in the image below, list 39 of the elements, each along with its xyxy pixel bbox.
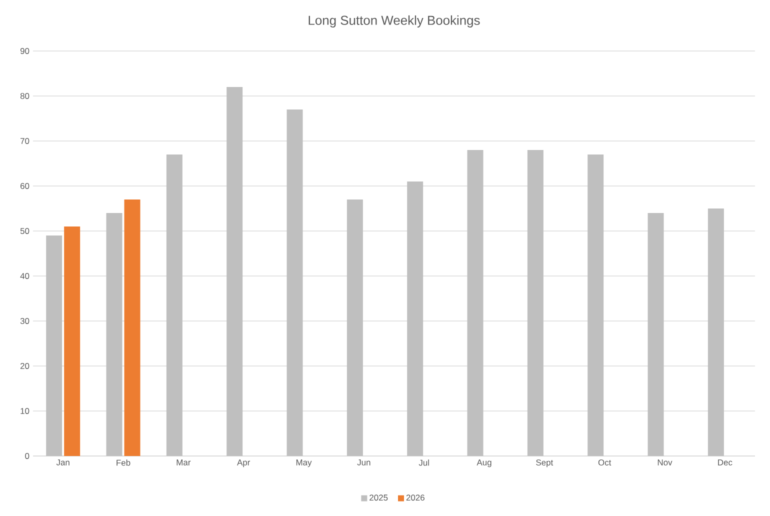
bar	[124, 199, 140, 456]
y-tick-label: 20	[20, 362, 30, 369]
bar	[467, 150, 484, 456]
y-tick-label: 0	[25, 452, 30, 459]
bar	[346, 199, 363, 456]
y-tick-label: 30	[20, 318, 30, 324]
x-tick-label: Sept	[536, 460, 554, 468]
y-tick-label: 90	[20, 48, 30, 54]
x-tick-label: Jan	[56, 460, 70, 466]
x-tick-label: Oct	[598, 460, 612, 466]
y-tick-label: 80	[20, 93, 30, 99]
x-tick-label: Dec	[718, 460, 732, 466]
x-tick-label: Apr	[237, 460, 250, 468]
y-tick-label: 70	[20, 138, 30, 144]
bar	[286, 109, 303, 456]
bar	[106, 212, 122, 456]
x-tick-label: Jun	[357, 460, 370, 466]
y-tick-label: 10	[20, 408, 30, 414]
legend-label: 2025	[370, 494, 388, 501]
y-tick-label: 50	[20, 228, 30, 234]
x-tick-label: Nov	[658, 460, 672, 466]
chart-title: Long Sutton Weekly Bookings	[308, 15, 480, 28]
bar	[166, 154, 182, 456]
x-tick-label: Jul	[418, 460, 429, 466]
bar	[708, 208, 724, 456]
y-tick-label: 40	[20, 273, 30, 279]
bar	[226, 86, 243, 456]
bar	[407, 181, 424, 456]
x-tick-label: May	[296, 460, 312, 468]
bar	[64, 226, 80, 456]
y-tick-label: 60	[20, 183, 30, 189]
x-tick-label: Aug	[476, 460, 492, 468]
x-tick-label: Feb	[116, 460, 130, 466]
bar	[46, 235, 62, 456]
legend-label: 2026	[406, 494, 424, 501]
bar	[588, 154, 604, 456]
bar	[527, 150, 544, 456]
x-tick-label: Mar	[176, 460, 191, 466]
bar	[648, 212, 664, 456]
